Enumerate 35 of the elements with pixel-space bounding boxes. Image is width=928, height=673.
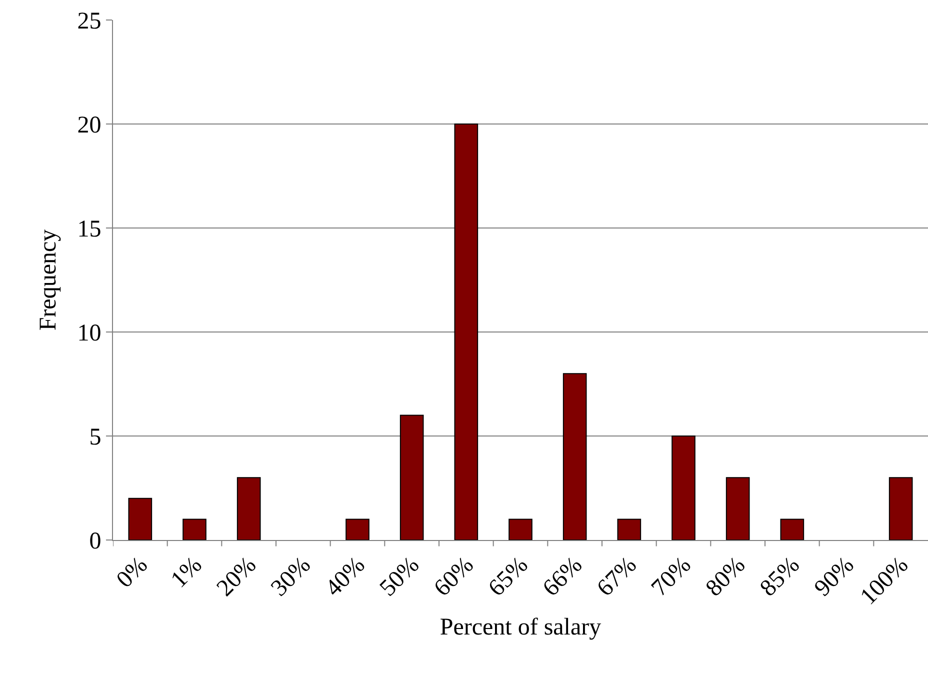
y-tick-label: 0 bbox=[89, 528, 102, 554]
bar bbox=[562, 373, 587, 540]
x-tick-label: 30% bbox=[266, 552, 316, 602]
x-tick-label: 70% bbox=[646, 552, 696, 602]
bar bbox=[672, 436, 696, 540]
y-tick-label: 15 bbox=[77, 216, 102, 242]
y-tick-label: 20 bbox=[77, 112, 102, 138]
x-axis-title: Percent of salary bbox=[440, 614, 602, 640]
x-tick-label: 66% bbox=[538, 552, 588, 602]
x-tick-label: 90% bbox=[810, 552, 860, 602]
bar bbox=[128, 498, 152, 540]
y-tick-label: 10 bbox=[77, 320, 102, 346]
x-tick-label: 65% bbox=[484, 552, 534, 602]
bar bbox=[617, 518, 642, 540]
y-tick-label: 25 bbox=[77, 8, 102, 34]
x-tick-label: 0% bbox=[112, 552, 153, 594]
bar bbox=[182, 518, 206, 540]
bar bbox=[400, 414, 424, 540]
bar bbox=[726, 477, 750, 540]
bar bbox=[508, 518, 532, 540]
bar bbox=[888, 477, 913, 540]
x-tick-label: 60% bbox=[429, 552, 479, 602]
x-tick-label: 1% bbox=[166, 552, 208, 594]
x-tick-label: 20% bbox=[212, 552, 262, 602]
x-tick-label: 85% bbox=[755, 552, 805, 602]
x-tick-label: 50% bbox=[375, 552, 425, 602]
bar bbox=[236, 477, 261, 540]
bar bbox=[780, 518, 804, 540]
y-axis-title: Frequency bbox=[35, 229, 62, 331]
bar bbox=[346, 518, 370, 540]
y-tick-label: 5 bbox=[89, 424, 102, 450]
x-tick-label: 40% bbox=[320, 552, 370, 602]
x-tick-label: 67% bbox=[592, 552, 642, 602]
bar bbox=[454, 124, 478, 540]
x-tick-label: 80% bbox=[701, 552, 751, 602]
